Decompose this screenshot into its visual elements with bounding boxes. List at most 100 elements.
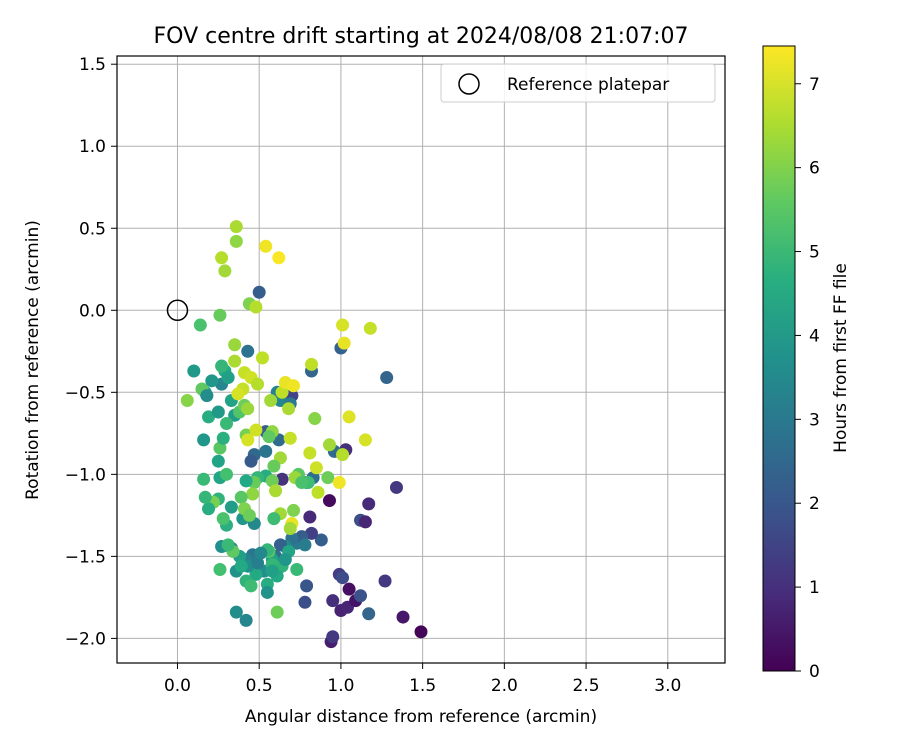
data-point — [241, 344, 255, 358]
y-tick-label: −1.0 — [65, 465, 106, 485]
x-tick-label: 1.0 — [327, 676, 354, 696]
data-point — [304, 526, 318, 540]
data-point — [275, 385, 289, 399]
colorbar-tick-label: 7 — [809, 75, 820, 95]
data-point — [342, 582, 356, 596]
data-point — [298, 538, 312, 552]
data-point — [309, 461, 323, 475]
y-tick-label: −0.5 — [65, 383, 106, 403]
data-point — [269, 484, 283, 498]
data-point — [205, 374, 219, 388]
colorbar-tick-label: 5 — [809, 243, 820, 263]
data-point — [252, 285, 266, 299]
x-tick-label: 0.5 — [246, 676, 273, 696]
data-point — [249, 423, 263, 437]
data-point — [282, 402, 296, 416]
data-point — [336, 571, 350, 585]
data-point — [272, 251, 286, 265]
data-point — [260, 585, 274, 599]
data-point — [265, 474, 279, 488]
y-tick-label: 1.5 — [79, 55, 106, 75]
data-point — [213, 441, 227, 455]
data-point — [326, 594, 340, 608]
data-point — [215, 251, 229, 265]
data-point — [211, 405, 225, 419]
data-point — [221, 538, 235, 552]
data-point — [200, 389, 214, 403]
data-point — [283, 431, 297, 445]
data-point — [193, 318, 207, 332]
reference-marker-layer — [166, 299, 189, 322]
data-point — [198, 490, 212, 504]
x-tick-label: 2.0 — [491, 676, 518, 696]
data-point — [300, 579, 314, 593]
colorbar: 0 1 2 3 4 5 6 7 Hours from first FF file — [762, 45, 851, 682]
colorbar-tick-label: 3 — [809, 410, 820, 430]
data-point — [254, 546, 268, 560]
data-point — [267, 512, 281, 526]
data-point — [321, 471, 335, 485]
data-point — [380, 371, 394, 385]
legend-reference-marker — [458, 73, 480, 95]
data-point — [303, 510, 317, 524]
data-point — [220, 416, 234, 430]
data-point — [298, 595, 312, 609]
data-point — [283, 521, 297, 535]
data-point — [234, 559, 248, 573]
data-point — [246, 487, 260, 501]
data-point — [197, 433, 211, 447]
data-point — [336, 318, 350, 332]
data-point — [363, 321, 377, 335]
data-point — [197, 472, 211, 486]
data-point — [224, 500, 238, 514]
data-point — [322, 494, 336, 508]
data-point — [267, 459, 281, 473]
data-point — [229, 220, 243, 234]
data-point — [220, 467, 234, 481]
data-point — [218, 264, 232, 278]
data-point — [241, 402, 255, 416]
data-point — [304, 357, 318, 371]
data-point — [308, 412, 322, 426]
plot-frame — [116, 55, 726, 664]
y-axis-label: Rotation from reference (arcmin) — [23, 220, 43, 500]
data-point — [303, 446, 317, 460]
data-point — [262, 430, 276, 444]
colorbar-tick-label: 6 — [809, 159, 820, 179]
y-tick-label: 0.0 — [79, 301, 106, 321]
x-tick-label: 0.0 — [164, 676, 191, 696]
data-point — [287, 379, 301, 393]
data-point — [295, 476, 309, 490]
data-point — [239, 613, 253, 627]
data-point — [290, 562, 304, 576]
data-point — [255, 351, 269, 365]
data-point — [221, 371, 235, 385]
data-point — [265, 564, 279, 578]
data-point — [378, 574, 392, 588]
grid-lines — [117, 56, 725, 663]
data-point — [354, 589, 368, 603]
data-point — [326, 630, 340, 644]
colorbar-tick-label: 4 — [809, 326, 820, 346]
data-point — [241, 433, 255, 447]
data-point — [270, 605, 284, 619]
data-point — [332, 476, 346, 490]
colorbar-gradient — [762, 45, 796, 672]
legend-label: Reference platepar — [507, 75, 669, 95]
data-point — [362, 607, 376, 621]
data-point — [358, 433, 372, 447]
data-point — [251, 377, 265, 391]
colorbar-tick-label: 0 — [809, 662, 820, 682]
y-axis-ticks: −2.0 −1.5 −1.0 −0.5 0.0 0.5 1.0 1.5 — [65, 55, 117, 649]
data-point — [244, 579, 258, 593]
data-point — [362, 497, 376, 511]
data-point — [202, 502, 216, 516]
colorbar-tick-label: 1 — [809, 578, 820, 598]
colorbar-label: Hours from first FF file — [831, 263, 851, 453]
data-point — [234, 490, 248, 504]
data-point — [228, 338, 242, 352]
reference-platepar-marker — [166, 299, 189, 322]
data-point — [228, 354, 242, 368]
data-point — [342, 410, 356, 424]
